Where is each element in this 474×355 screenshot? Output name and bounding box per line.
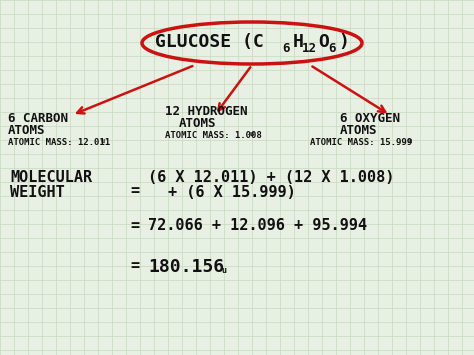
Text: u: u <box>250 131 254 137</box>
Text: ): ) <box>338 33 349 51</box>
Text: ATOMIC MASS: 1.008: ATOMIC MASS: 1.008 <box>165 131 267 140</box>
Text: ATOMS: ATOMS <box>8 124 46 137</box>
Text: u: u <box>408 138 412 144</box>
Text: + (6 X 15.999): + (6 X 15.999) <box>168 185 296 200</box>
Text: 12 HYDROGEN: 12 HYDROGEN <box>165 105 247 118</box>
Text: H: H <box>293 33 304 51</box>
Text: ATOMIC MASS: 15.999: ATOMIC MASS: 15.999 <box>310 138 418 147</box>
Text: MOLECULAR: MOLECULAR <box>10 170 92 185</box>
Text: 72.066 + 12.096 + 95.994: 72.066 + 12.096 + 95.994 <box>148 218 367 233</box>
Text: 6: 6 <box>282 42 290 55</box>
Text: =: = <box>130 258 139 273</box>
Text: 180.156: 180.156 <box>148 258 224 276</box>
Text: 12: 12 <box>302 42 317 55</box>
Text: (6 X 12.011) + (12 X 1.008): (6 X 12.011) + (12 X 1.008) <box>148 170 394 185</box>
Text: ATOMIC MASS: 12.011: ATOMIC MASS: 12.011 <box>8 138 110 147</box>
Text: ATOMS: ATOMS <box>340 124 377 137</box>
Text: GLUCOSE (C: GLUCOSE (C <box>155 33 264 51</box>
Text: u: u <box>221 266 226 275</box>
Text: =: = <box>130 183 139 198</box>
Text: =: = <box>130 218 139 233</box>
Text: u: u <box>101 138 105 144</box>
Text: O: O <box>318 33 329 51</box>
Text: ATOMS: ATOMS <box>179 117 217 130</box>
Text: 6 OXYGEN: 6 OXYGEN <box>340 112 400 125</box>
Text: WEIGHT: WEIGHT <box>10 185 65 200</box>
Text: 6: 6 <box>328 42 336 55</box>
Text: 6 CARBON: 6 CARBON <box>8 112 68 125</box>
